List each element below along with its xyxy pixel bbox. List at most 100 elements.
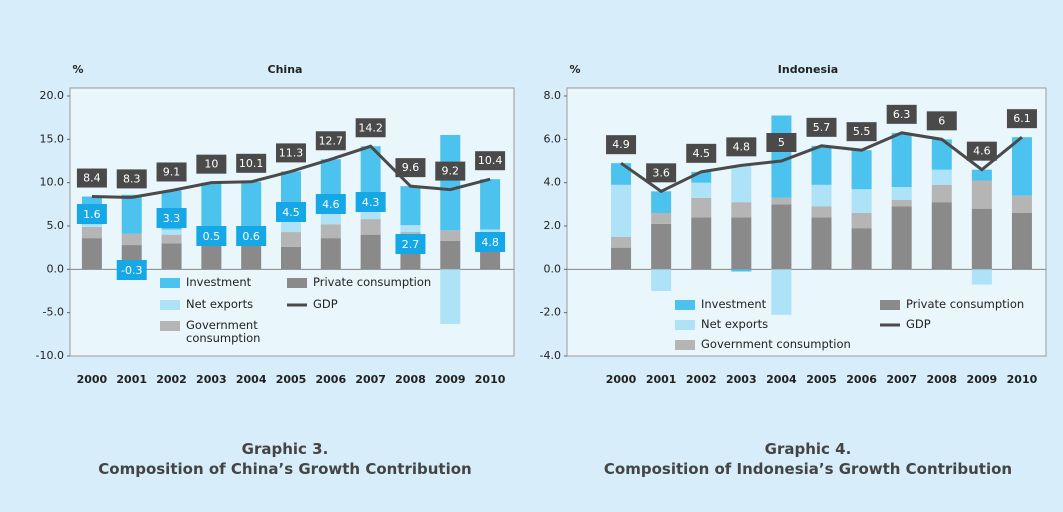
x-tick-label: 2003	[726, 373, 757, 386]
x-tick-label: 2002	[156, 373, 187, 386]
gdp-label-box	[926, 111, 957, 131]
investment-label: 4.5	[282, 206, 300, 219]
gdp-label: 4.5	[692, 147, 710, 160]
bar-segment	[611, 163, 632, 185]
investment-label: 0.6	[242, 230, 260, 243]
gdp-label: 9.1	[163, 165, 181, 178]
x-tick-label: 2004	[236, 373, 267, 386]
x-tick-label: 2004	[766, 373, 797, 386]
legend-swatch	[160, 278, 180, 288]
x-tick-label: 2001	[646, 373, 677, 386]
bar-segment	[731, 202, 752, 218]
investment-label: 4.8	[481, 236, 499, 249]
bar-segment	[811, 145, 832, 185]
bar-segment	[971, 169, 992, 181]
bar-segment	[201, 182, 222, 238]
bar-segment	[121, 194, 142, 234]
y-tick-label: 5.0	[47, 219, 65, 232]
y-tick-label: -5.0	[43, 306, 64, 319]
y-tick-label: 8.0	[544, 89, 562, 102]
y-tick-label: 10.0	[40, 176, 65, 189]
investment-label-box	[315, 194, 346, 214]
bar-segment	[480, 179, 501, 230]
x-tick-label: 2005	[276, 373, 307, 386]
gdp-label-box	[606, 135, 637, 155]
bar-segment	[81, 238, 102, 270]
y-tick-label: 2.0	[544, 219, 562, 232]
gdp-label: 5	[778, 136, 785, 149]
bar-segment	[440, 240, 461, 270]
investment-label-box	[196, 226, 227, 246]
bar-segment	[360, 234, 381, 270]
legend-swatch	[675, 340, 695, 350]
bar-segment	[1011, 195, 1032, 213]
legend-swatch	[880, 300, 900, 310]
gdp-label-box	[646, 163, 677, 183]
bar-segment	[771, 197, 792, 205]
gdp-label: 5.5	[853, 125, 871, 138]
gdp-label: 5.7	[813, 121, 831, 134]
legend-swatch	[675, 300, 695, 310]
x-tick-label: 2010	[475, 373, 506, 386]
bar-segment	[851, 228, 872, 270]
x-tick-label: 2009	[435, 373, 466, 386]
bar-segment	[161, 229, 182, 235]
bar-segment	[241, 181, 262, 234]
x-tick-label: 2002	[686, 373, 717, 386]
bar-segment	[440, 135, 461, 231]
bar-segment	[731, 217, 752, 270]
investment-label: 4.3	[362, 196, 380, 209]
bar-segment	[281, 232, 301, 247]
legend-label: Net exports	[701, 317, 769, 331]
investment-label: 3.3	[163, 212, 181, 225]
bar-segment	[811, 217, 832, 270]
gdp-label: 6	[938, 114, 945, 127]
bar-segment	[731, 269, 752, 272]
gdp-label: 9.2	[442, 165, 460, 178]
caption: Composition of Indonesia’s Growth Contri…	[603, 460, 1013, 478]
bar-segment	[691, 171, 712, 183]
gdp-label-box	[1006, 109, 1037, 129]
bar-segment	[1011, 213, 1032, 270]
bar-segment	[281, 246, 301, 270]
gdp-label-box	[156, 162, 187, 182]
gdp-label-box	[355, 118, 386, 138]
bar-segment	[81, 226, 102, 239]
y-tick-label: 0.0	[47, 262, 65, 275]
gdp-label: 4.8	[733, 140, 751, 153]
bar-segment	[611, 184, 632, 237]
bar-segment	[201, 245, 222, 270]
legend-label: Private consumption	[906, 297, 1025, 311]
legend-swatch	[160, 321, 180, 331]
x-tick-label: 2006	[846, 373, 877, 386]
investment-label: 0.5	[203, 230, 221, 243]
investment-label-box	[475, 232, 506, 252]
caption: Composition of China’s Growth Contributi…	[98, 460, 472, 478]
gdp-label-box	[806, 117, 837, 137]
y-tick-label: -10.0	[36, 349, 64, 362]
gdp-line	[91, 144, 491, 199]
gdp-label: 10	[204, 158, 218, 171]
bar-segment	[891, 187, 912, 200]
investment-label: -0.3	[121, 264, 142, 277]
bar-segment	[771, 269, 792, 315]
bar-segment	[320, 224, 341, 239]
x-tick-label: 2000	[606, 373, 637, 386]
gdp-label: 10.4	[478, 154, 503, 167]
investment-label-box	[395, 234, 426, 254]
x-tick-label: 2010	[1007, 373, 1038, 386]
x-tick-label: 2008	[926, 373, 957, 386]
legend-swatch	[675, 320, 695, 330]
x-tick-label: 2000	[77, 373, 108, 386]
legend-label: Investment	[186, 275, 252, 289]
gdp-label: 11.3	[279, 146, 304, 159]
gdp-label: 4.9	[612, 138, 630, 151]
gdp-label-box	[395, 158, 426, 178]
bar-segment	[161, 243, 182, 270]
bar-segment	[891, 206, 912, 270]
caption-number: Graphic 4.	[764, 440, 852, 458]
chart-title: China	[268, 63, 303, 76]
y-tick-label: -2.0	[540, 306, 561, 319]
bar-segment	[81, 224, 102, 227]
